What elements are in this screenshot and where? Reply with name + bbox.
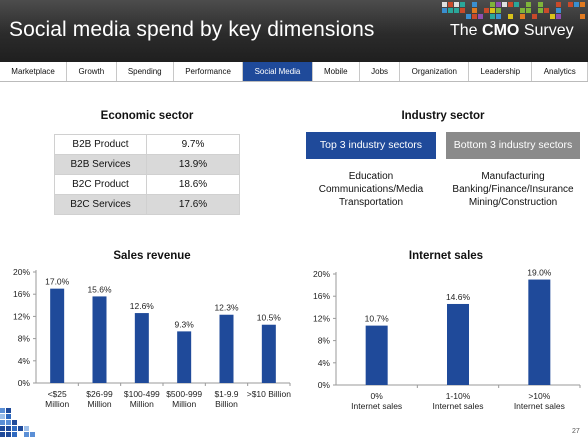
bar-value-label: 9.3% — [174, 319, 194, 329]
y-tick-label: 16% — [13, 289, 30, 299]
y-tick-label: 20% — [13, 267, 30, 277]
x-tick-label: 1-10% — [446, 391, 471, 401]
bar — [50, 288, 65, 383]
bar-value-label: 12.6% — [130, 301, 155, 311]
economic-sector-title: Economic sector — [100, 110, 194, 122]
header-bar: Social media spend by key dimensions The… — [0, 0, 588, 62]
page-title: Social media spend by key dimensions — [9, 18, 375, 41]
bar-value-label: 10.5% — [257, 313, 282, 323]
x-tick-label: Internet sales — [432, 401, 483, 411]
slide-number: 27 — [572, 428, 580, 435]
x-tick-label: 0% — [371, 391, 384, 401]
y-tick-label: 8% — [18, 334, 31, 344]
bar-value-label: 12.3% — [214, 303, 239, 313]
y-tick-label: 20% — [313, 269, 330, 279]
sector-value: 18.6% — [146, 174, 240, 195]
brand-pixel-pattern — [442, 0, 588, 20]
industry-item: Communications/Media — [318, 184, 424, 195]
industry-item: Mining/Construction — [468, 197, 558, 208]
top-industries-button[interactable]: Top 3 industry sectors — [306, 132, 436, 159]
x-tick-label: $26-99 — [86, 389, 113, 399]
brand-name: The CMO Survey — [450, 22, 574, 40]
y-tick-label: 4% — [18, 356, 31, 366]
brand-suffix: Survey — [523, 22, 574, 39]
internet-sales-chart: Internet sales0%4%8%12%16%20%10.7%0%Inte… — [313, 250, 581, 411]
bar — [528, 279, 551, 385]
sector-label: B2B Services — [54, 154, 147, 175]
bar-value-label: 17.0% — [45, 277, 70, 287]
bar — [447, 303, 469, 385]
bottom-industries-list: Manufacturing Banking/Finance/Insurance Mi… — [446, 170, 580, 209]
x-tick-label: Million — [130, 399, 154, 409]
y-tick-label: 0% — [318, 380, 331, 390]
industry-item: Transportation — [338, 197, 404, 208]
sector-label: B2B Product — [54, 134, 147, 155]
bar-value-label: 19.0% — [527, 268, 552, 278]
table-row: B2B Product 9.7% — [54, 134, 240, 155]
table-row: B2C Services 17.6% — [54, 194, 240, 215]
industry-item: Banking/Finance/Insurance — [452, 184, 574, 195]
industry-item: Manufacturing — [481, 171, 545, 182]
nav-tab-mobile[interactable]: Mobile — [313, 62, 360, 81]
y-tick-label: 0% — [18, 378, 31, 388]
x-tick-label: $500-999 — [166, 389, 202, 399]
nav-tab-performance[interactable]: Performance — [174, 62, 244, 81]
bar — [365, 325, 388, 385]
economic-sector-table: B2B Product 9.7% B2B Services 13.9% B2C Prod… — [54, 134, 240, 215]
bar — [261, 324, 276, 383]
sector-label: B2C Services — [54, 194, 147, 215]
industry-item: Education — [348, 171, 394, 182]
x-tick-label: $100-499 — [124, 389, 160, 399]
nav-tabs: Marketplace Growth Spending Performance Soci… — [0, 62, 588, 82]
bar — [134, 313, 149, 383]
brand-logo: The CMO Survey — [442, 0, 588, 62]
brand-bold: CMO — [482, 22, 520, 39]
nav-tab-jobs[interactable]: Jobs — [360, 62, 401, 81]
x-tick-label: Internet sales — [351, 401, 402, 411]
sector-value: 13.9% — [146, 154, 240, 175]
nav-tab-analytics[interactable]: Analytics — [532, 62, 588, 81]
bottom-industries-button[interactable]: Bottom 3 industry sectors — [446, 132, 580, 159]
y-tick-label: 8% — [318, 336, 331, 346]
brand-prefix: The — [450, 22, 478, 39]
nav-tab-spending[interactable]: Spending — [117, 62, 174, 81]
x-tick-label: Internet sales — [514, 401, 565, 411]
bar-value-label: 14.6% — [446, 292, 471, 302]
sector-value: 17.6% — [146, 194, 240, 215]
sector-value: 9.7% — [146, 134, 240, 155]
industry-sector-title: Industry sector — [401, 110, 485, 122]
y-tick-label: 12% — [313, 313, 330, 323]
x-tick-label: Million — [172, 399, 196, 409]
y-tick-label: 16% — [313, 291, 330, 301]
nav-tab-social-media[interactable]: Social Media — [243, 62, 313, 81]
nav-tab-marketplace[interactable]: Marketplace — [0, 62, 68, 81]
x-tick-label: >10% — [528, 391, 550, 401]
table-row: B2C Product 18.6% — [54, 174, 240, 195]
y-tick-label: 12% — [13, 311, 30, 321]
y-tick-label: 4% — [318, 358, 331, 368]
x-tick-label: Billion — [215, 399, 238, 409]
bar-value-label: 10.7% — [365, 314, 390, 324]
x-tick-label: Million — [87, 399, 111, 409]
x-tick-label: Million — [45, 399, 69, 409]
sales-revenue-chart: Sales revenue0%4%8%12%16%20%17.0%<$25Mil… — [13, 250, 291, 409]
nav-tab-growth[interactable]: Growth — [67, 62, 117, 81]
x-tick-label: >$10 Billion — [247, 389, 291, 399]
nav-tab-organization[interactable]: Organization — [400, 62, 470, 81]
top-industries-list: Education Communications/Media Transportat… — [306, 170, 436, 209]
corner-pixel-decoration — [0, 408, 40, 438]
table-row: B2B Services 13.9% — [54, 154, 240, 175]
x-tick-label: $1-9.9 — [214, 389, 238, 399]
sector-label: B2C Product — [54, 174, 147, 195]
chart-title: Sales revenue — [113, 250, 190, 262]
bar — [219, 314, 234, 383]
nav-tab-leadership[interactable]: Leadership — [469, 62, 533, 81]
bar-value-label: 15.6% — [87, 284, 112, 294]
bar — [177, 331, 192, 383]
chart-title: Internet sales — [409, 250, 483, 262]
bar — [92, 296, 107, 383]
x-tick-label: <$25 — [48, 389, 67, 399]
